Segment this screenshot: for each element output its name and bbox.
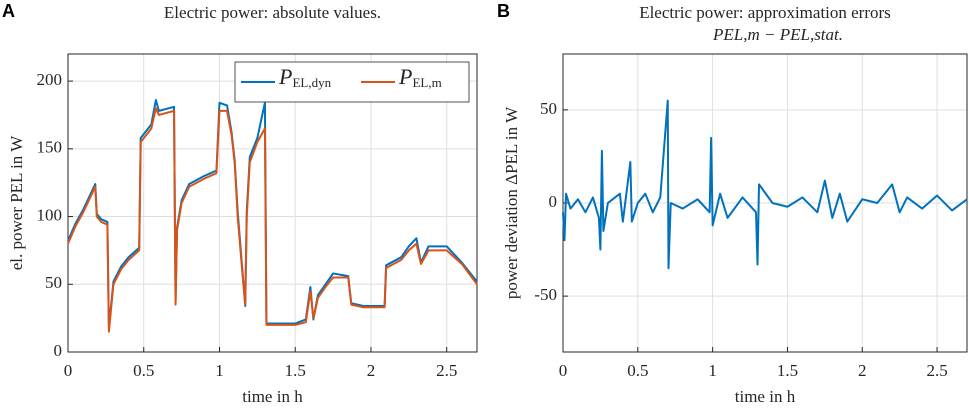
data-line	[67, 99, 478, 329]
chart-title: Electric power: absolute values.	[164, 3, 381, 22]
data-line	[562, 99, 968, 270]
chart-subtitle: PEL,m − PEL,stat.	[712, 25, 843, 44]
panel-label: B	[497, 1, 510, 21]
y-tick-label: -50	[534, 285, 557, 304]
y-tick-label: 100	[37, 205, 63, 224]
panel-label: A	[2, 1, 15, 21]
y-tick-label: 50	[540, 99, 557, 118]
data-line	[67, 107, 478, 333]
x-tick-label: 2	[367, 361, 376, 380]
y-tick-label: 0	[54, 341, 63, 360]
y-tick-label: 150	[37, 138, 63, 157]
y-tick-label: 0	[549, 192, 558, 211]
x-tick-label: 0	[64, 361, 73, 380]
x-tick-label: 0	[559, 361, 568, 380]
x-axis-label: time in h	[735, 387, 796, 406]
x-tick-label: 0.5	[627, 361, 648, 380]
chart-title: Electric power: approximation errors	[639, 3, 891, 22]
legend-label: PEL,m	[398, 64, 442, 90]
y-tick-label: 200	[37, 70, 63, 89]
x-tick-label: 2	[858, 361, 867, 380]
x-tick-label: 2.5	[436, 361, 457, 380]
x-tick-label: 1	[708, 361, 717, 380]
axes-box	[562, 53, 968, 353]
x-tick-label: 2.5	[926, 361, 947, 380]
x-tick-label: 1.5	[777, 361, 798, 380]
x-axis-label: time in h	[242, 387, 303, 406]
legend-label: PEL,dyn	[278, 64, 332, 90]
y-axis-label: el. power PEL in W	[7, 135, 26, 271]
x-tick-label: 0.5	[133, 361, 154, 380]
axes-box	[67, 53, 478, 353]
x-tick-label: 1.5	[285, 361, 306, 380]
x-tick-label: 1	[215, 361, 224, 380]
y-axis-label: power deviation ΔPEL in W	[502, 106, 521, 299]
y-tick-label: 50	[45, 273, 62, 292]
